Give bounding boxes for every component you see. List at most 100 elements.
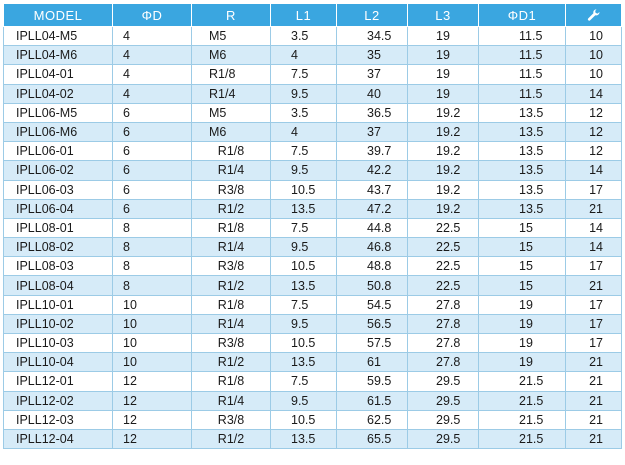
cell-l1: 9.5 bbox=[270, 237, 337, 258]
cell-thread: M5 bbox=[191, 26, 271, 47]
cell-l3: 19.2 bbox=[407, 160, 479, 181]
cell-l2: 35 bbox=[336, 45, 408, 66]
cell-diameter: 8 bbox=[112, 256, 192, 277]
cell-diameter-d1: 13.5 bbox=[478, 103, 566, 123]
header-wrench bbox=[565, 3, 622, 27]
table-row: IPLL04-M5 4 M5 3.5 34.5 19 11.5 10 bbox=[3, 26, 622, 47]
cell-wrench-size: 14 bbox=[565, 84, 622, 104]
cell-l2: 37 bbox=[336, 122, 408, 143]
cell-diameter-d1: 19 bbox=[478, 314, 566, 335]
cell-diameter-d1: 21.5 bbox=[478, 429, 566, 450]
cell-diameter: 12 bbox=[112, 429, 192, 450]
table-row: IPLL08-03 8 R3/8 10.5 48.8 22.5 15 17 bbox=[3, 256, 622, 277]
table-row: IPLL10-04 10 R1/2 13.5 61 27.8 19 21 bbox=[3, 352, 622, 373]
cell-l2: 62.5 bbox=[336, 410, 408, 430]
header-l3: L3 bbox=[407, 3, 479, 27]
cell-wrench-size: 12 bbox=[565, 141, 622, 162]
cell-wrench-size: 12 bbox=[565, 103, 622, 123]
cell-model: IPLL10-03 bbox=[3, 333, 113, 354]
cell-diameter: 10 bbox=[112, 295, 192, 315]
cell-l2: 39.7 bbox=[336, 141, 408, 162]
cell-wrench-size: 10 bbox=[565, 45, 622, 66]
cell-l3: 29.5 bbox=[407, 410, 479, 430]
cell-l3: 27.8 bbox=[407, 333, 479, 354]
cell-l2: 46.8 bbox=[336, 237, 408, 258]
cell-thread: R1/8 bbox=[191, 295, 271, 315]
cell-l1: 10.5 bbox=[270, 410, 337, 430]
spec-table: MODEL ΦD R L1 L2 L3 ΦD1 IPLL04-M5 4 M5 3.5 3… bbox=[3, 3, 622, 450]
cell-diameter-d1: 13.5 bbox=[478, 199, 566, 219]
cell-wrench-size: 21 bbox=[565, 410, 622, 430]
cell-thread: R1/4 bbox=[191, 237, 271, 258]
cell-diameter-d1: 15 bbox=[478, 275, 566, 296]
cell-model: IPLL08-01 bbox=[3, 218, 113, 239]
cell-l1: 3.5 bbox=[270, 103, 337, 123]
cell-thread: M6 bbox=[191, 122, 271, 143]
cell-l3: 29.5 bbox=[407, 371, 479, 392]
cell-thread: M6 bbox=[191, 45, 271, 66]
cell-thread: R1/4 bbox=[191, 84, 271, 104]
cell-diameter: 6 bbox=[112, 160, 192, 181]
cell-l3: 22.5 bbox=[407, 218, 479, 239]
cell-l3: 19.2 bbox=[407, 103, 479, 123]
table-body: IPLL04-M5 4 M5 3.5 34.5 19 11.5 10 IPLL04-M6 4 M6 4… bbox=[3, 26, 622, 450]
cell-diameter-d1: 21.5 bbox=[478, 371, 566, 392]
cell-l1: 10.5 bbox=[270, 256, 337, 277]
header-diameter-d1: ΦD1 bbox=[478, 3, 566, 27]
cell-l3: 19.2 bbox=[407, 180, 479, 200]
cell-model: IPLL12-01 bbox=[3, 371, 113, 392]
cell-wrench-size: 21 bbox=[565, 371, 622, 392]
cell-diameter: 10 bbox=[112, 314, 192, 335]
table-row: IPLL04-01 4 R1/8 7.5 37 19 11.5 10 bbox=[3, 64, 622, 85]
table-row: IPLL04-02 4 R1/4 9.5 40 19 11.5 14 bbox=[3, 84, 622, 104]
cell-diameter: 8 bbox=[112, 275, 192, 296]
cell-wrench-size: 10 bbox=[565, 26, 622, 47]
cell-l1: 13.5 bbox=[270, 429, 337, 450]
cell-model: IPLL04-M5 bbox=[3, 26, 113, 47]
cell-l3: 19.2 bbox=[407, 199, 479, 219]
table-row: IPLL06-03 6 R3/8 10.5 43.7 19.2 13.5 17 bbox=[3, 180, 622, 200]
cell-thread: M5 bbox=[191, 103, 271, 123]
cell-thread: R1/2 bbox=[191, 275, 271, 296]
cell-l1: 7.5 bbox=[270, 141, 337, 162]
header-l1: L1 bbox=[270, 3, 337, 27]
table-row: IPLL12-04 12 R1/2 13.5 65.5 29.5 21.5 21 bbox=[3, 429, 622, 450]
table-row: IPLL08-04 8 R1/2 13.5 50.8 22.5 15 21 bbox=[3, 275, 622, 296]
cell-wrench-size: 21 bbox=[565, 199, 622, 219]
cell-l1: 9.5 bbox=[270, 160, 337, 181]
cell-l3: 19 bbox=[407, 84, 479, 104]
cell-thread: R1/2 bbox=[191, 199, 271, 219]
cell-wrench-size: 21 bbox=[565, 352, 622, 373]
cell-thread: R1/8 bbox=[191, 371, 271, 392]
table-row: IPLL08-02 8 R1/4 9.5 46.8 22.5 15 14 bbox=[3, 237, 622, 258]
cell-model: IPLL06-04 bbox=[3, 199, 113, 219]
table-row: IPLL08-01 8 R1/8 7.5 44.8 22.5 15 14 bbox=[3, 218, 622, 239]
cell-thread: R1/8 bbox=[191, 64, 271, 85]
cell-diameter: 12 bbox=[112, 410, 192, 430]
cell-thread: R1/4 bbox=[191, 160, 271, 181]
cell-l2: 59.5 bbox=[336, 371, 408, 392]
cell-l3: 19 bbox=[407, 64, 479, 85]
cell-thread: R1/8 bbox=[191, 218, 271, 239]
cell-diameter: 4 bbox=[112, 45, 192, 66]
cell-diameter-d1: 11.5 bbox=[478, 84, 566, 104]
cell-model: IPLL06-M6 bbox=[3, 122, 113, 143]
cell-model: IPLL08-04 bbox=[3, 275, 113, 296]
cell-wrench-size: 10 bbox=[565, 64, 622, 85]
cell-l2: 65.5 bbox=[336, 429, 408, 450]
cell-wrench-size: 21 bbox=[565, 275, 622, 296]
cell-diameter-d1: 15 bbox=[478, 218, 566, 239]
cell-model: IPLL06-02 bbox=[3, 160, 113, 181]
cell-l1: 7.5 bbox=[270, 295, 337, 315]
header-diameter: ΦD bbox=[112, 3, 192, 27]
header-l2: L2 bbox=[336, 3, 408, 27]
cell-model: IPLL10-02 bbox=[3, 314, 113, 335]
cell-l3: 19 bbox=[407, 26, 479, 47]
cell-l1: 3.5 bbox=[270, 26, 337, 47]
cell-l3: 27.8 bbox=[407, 295, 479, 315]
cell-l2: 57.5 bbox=[336, 333, 408, 354]
cell-l2: 42.2 bbox=[336, 160, 408, 181]
cell-wrench-size: 17 bbox=[565, 333, 622, 354]
cell-model: IPLL12-02 bbox=[3, 391, 113, 411]
cell-diameter: 4 bbox=[112, 64, 192, 85]
